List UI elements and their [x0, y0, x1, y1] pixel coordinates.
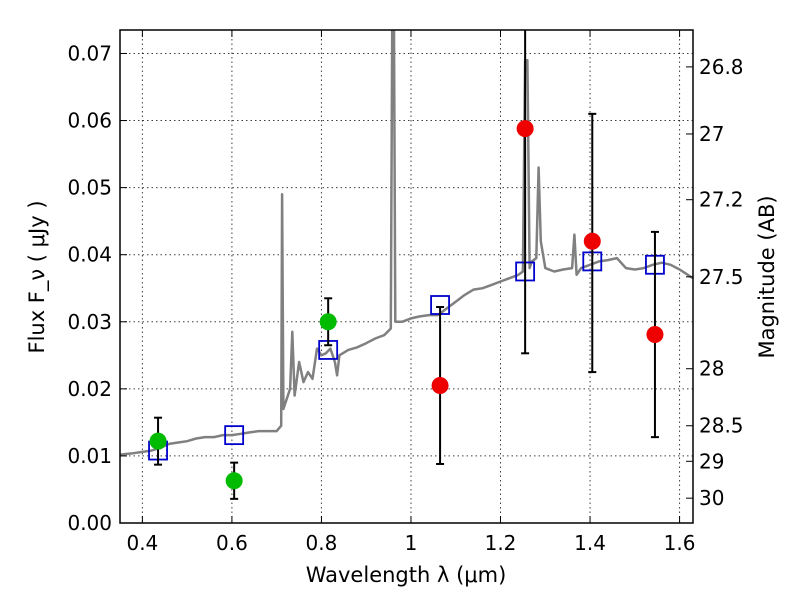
- right-tick-label: 26.8: [699, 55, 744, 79]
- model-photometry-square: [224, 425, 245, 446]
- observed-point: [431, 376, 449, 394]
- observed-point: [516, 120, 534, 138]
- observed-point: [319, 313, 337, 331]
- x-tick-label: 1: [405, 531, 418, 555]
- right-tick-label: 27.5: [699, 265, 744, 289]
- y-tick-label: 0.03: [67, 310, 112, 334]
- y-tick-label: 0.00: [67, 511, 112, 535]
- y-tick-label: 0.01: [67, 444, 112, 468]
- right-tick-label: 27.2: [699, 188, 744, 212]
- right-tick-label: 30: [699, 486, 724, 510]
- y-axis-title: Flux F_ν ( μJy ): [25, 200, 50, 353]
- y-tick-label: 0.07: [67, 41, 112, 65]
- model-spectrum-line: [120, 30, 693, 456]
- observed-point: [646, 326, 664, 344]
- observed-point: [583, 232, 601, 250]
- x-tick-label: 1.6: [664, 531, 696, 555]
- right-tick-label: 29: [699, 449, 724, 473]
- grid: [120, 30, 693, 524]
- x-tick-label: 0.4: [126, 531, 158, 555]
- right-axis-title: Magnitude (AB): [755, 195, 779, 358]
- x-tick-label: 0.6: [216, 531, 248, 555]
- right-tick-label: 28: [699, 357, 724, 381]
- y-tick-label: 0.05: [67, 176, 112, 200]
- right-tick-label: 27: [699, 122, 724, 146]
- x-axis-title: Wavelength λ (μm): [306, 563, 507, 587]
- y-tick-label: 0.04: [67, 243, 112, 267]
- x-tick-label: 1.4: [574, 531, 606, 555]
- plot-area: [120, 30, 693, 500]
- y-tick-label: 0.02: [67, 377, 112, 401]
- x-tick-label: 1.2: [485, 531, 517, 555]
- x-tick-label: 0.8: [306, 531, 338, 555]
- right-tick-label: 28.5: [699, 414, 744, 438]
- axes-ticks: 0.4 0.6 0.8 1 1.2 1.4 1.6 0.00 0.01 0.02 0.03 0.04 0…: [67, 30, 744, 555]
- observed-point: [149, 432, 167, 450]
- y-tick-label: 0.06: [67, 109, 112, 133]
- observed-point: [225, 472, 243, 490]
